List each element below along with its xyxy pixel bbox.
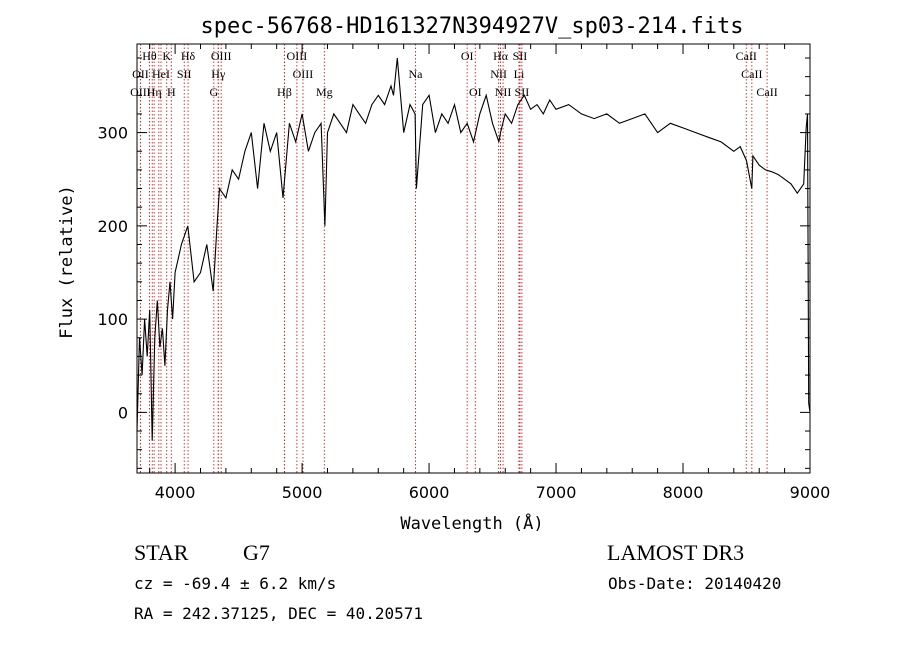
object-type: STAR xyxy=(134,540,189,565)
spectral-line-label: Hδ xyxy=(181,49,196,63)
spectral-line-label: HeI xyxy=(152,67,170,81)
survey-name: LAMOST DR3 xyxy=(607,540,745,565)
x-tick-label: 8000 xyxy=(663,483,704,502)
redshift-velocity: cz = -69.4 ± 6.2 km/s xyxy=(134,574,337,593)
y-tick-label: 300 xyxy=(97,124,128,143)
spectral-subclass: G7 xyxy=(243,540,270,565)
spectral-line-label: Hβ xyxy=(277,85,292,99)
x-tick-label: 5000 xyxy=(282,483,323,502)
spectral-line-label: OI xyxy=(461,49,474,63)
spectral-line-label: SII xyxy=(515,85,530,99)
spectral-line-label: G xyxy=(209,85,218,99)
spectral-line-label: OII xyxy=(132,67,149,81)
spectral-line-label: CaII xyxy=(736,49,757,63)
x-tick-label: 4000 xyxy=(155,483,196,502)
spectral-line-label: SII xyxy=(177,67,192,81)
spectral-line-label: Hη xyxy=(147,85,162,99)
coordinates: RA = 242.37125, DEC = 40.20571 xyxy=(134,604,423,623)
spectral-line-label: CaII xyxy=(756,85,777,99)
y-tick-label: 100 xyxy=(97,310,128,329)
spectral-line-label: H xyxy=(167,85,176,99)
spectral-line-label: Hα xyxy=(493,49,509,63)
spectral-line-label: Hγ xyxy=(211,67,226,81)
spectral-line-label: NII xyxy=(490,67,507,81)
plot-area: Hθ K Hδ OIII OIII OI Hα SII CaII OII HeI SII Hγ OIII N… xyxy=(97,43,831,502)
spectral-line-label: Na xyxy=(408,67,423,81)
x-tick-label: 7000 xyxy=(536,483,577,502)
spectral-line-label: Li xyxy=(514,67,525,81)
x-axis-label: Wavelength (Å) xyxy=(400,512,543,534)
spectral-line-label: OIII xyxy=(287,49,308,63)
x-tick-label: 6000 xyxy=(409,483,450,502)
spectral-line-label: NII xyxy=(495,85,512,99)
plot-frame xyxy=(136,43,811,474)
flux-series-line xyxy=(136,57,811,441)
chart-title: spec-56768-HD161327N394927V_sp03-214.fit… xyxy=(200,14,743,39)
spectral-line-label: Hθ xyxy=(142,49,157,63)
spectral-line-label: OIII xyxy=(130,85,151,99)
y-tick-label: 200 xyxy=(97,217,128,236)
spectral-line-label: CaII xyxy=(741,67,762,81)
x-tick-label: 9000 xyxy=(790,483,831,502)
spectral-line-label: OIII xyxy=(293,67,314,81)
spectral-line-label: OI xyxy=(469,85,482,99)
observation-date: Obs-Date: 20140420 xyxy=(608,574,782,593)
spectral-line-label: SII xyxy=(513,49,528,63)
y-axis-label: Flux (relative) xyxy=(57,185,77,339)
spectral-line-label: Mg xyxy=(316,85,333,99)
y-tick-label: 0 xyxy=(118,403,128,422)
spectral-line-label: OIII xyxy=(211,49,232,63)
spectral-line-label: K xyxy=(162,49,171,63)
